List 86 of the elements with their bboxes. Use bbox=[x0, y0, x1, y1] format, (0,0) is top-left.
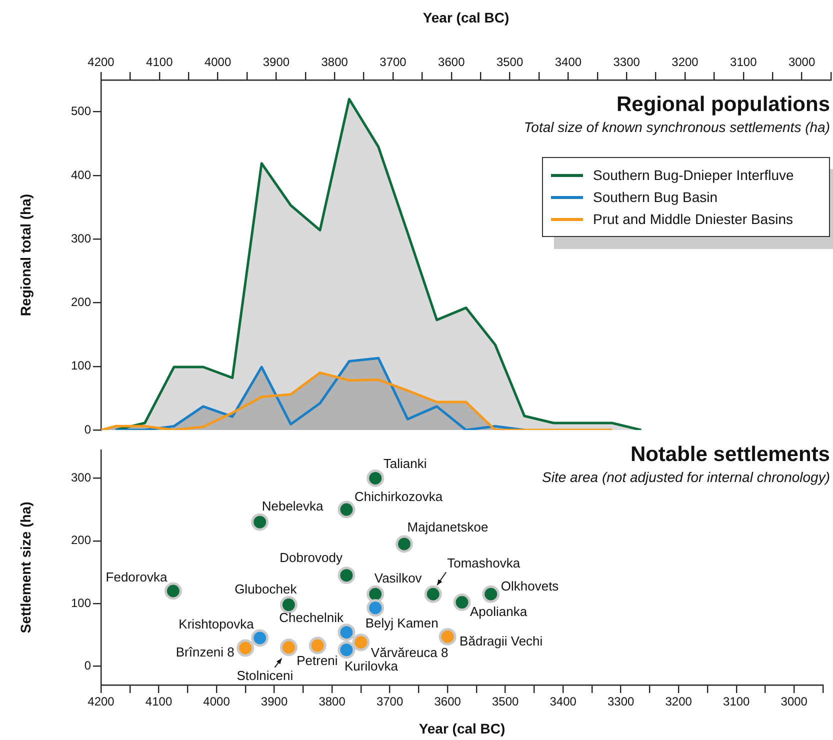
x-tick-label: 3400 bbox=[550, 694, 577, 709]
x-tick-label: 3800 bbox=[321, 55, 348, 70]
point bbox=[280, 638, 298, 656]
point bbox=[338, 624, 356, 642]
y-tick-label: 100 bbox=[70, 358, 92, 373]
x-axis-title: Year (cal BC) bbox=[418, 720, 506, 736]
annotation: Belyj Kamen bbox=[365, 616, 438, 630]
point bbox=[338, 641, 356, 659]
x-tick-label: 3700 bbox=[376, 694, 404, 709]
annotation: Fedorovka bbox=[106, 570, 168, 585]
x-tick-label: 3800 bbox=[318, 694, 346, 709]
text: Regional populations bbox=[616, 92, 830, 118]
y-tick-label: 400 bbox=[70, 168, 92, 182]
text: Site area (not adjusted for internal chronology) bbox=[542, 468, 830, 486]
y-tick-label: 300 bbox=[70, 470, 92, 485]
x-tick-label: 3500 bbox=[496, 55, 524, 70]
annotation: Chichirkozovka bbox=[354, 489, 444, 504]
point bbox=[438, 628, 456, 646]
x-tick-label: 3200 bbox=[665, 694, 692, 709]
x-tick-label: 3100 bbox=[730, 55, 758, 70]
x-tick-label: 3300 bbox=[613, 55, 640, 70]
x-tick-label: 3900 bbox=[260, 694, 288, 709]
point bbox=[366, 469, 384, 487]
point bbox=[164, 582, 182, 600]
point bbox=[366, 599, 384, 617]
y-axis-title: Regional total (ha) bbox=[17, 194, 34, 316]
point bbox=[424, 585, 442, 603]
x-tick-label: 3400 bbox=[554, 55, 582, 70]
point bbox=[338, 500, 356, 518]
point bbox=[308, 636, 326, 654]
annotation: Tomashovka bbox=[447, 556, 521, 571]
x-tick-label: 3200 bbox=[672, 55, 699, 70]
annotation: Vasilkov bbox=[374, 570, 422, 586]
y-tick-label: 0 bbox=[84, 422, 92, 436]
x-tick-label: 3600 bbox=[438, 55, 466, 70]
point bbox=[366, 585, 384, 603]
legend-label: Southern Bug Basin bbox=[593, 189, 718, 205]
x-tick-label: 4200 bbox=[88, 694, 115, 709]
annotation: Bădragii Vechi bbox=[460, 633, 543, 648]
y-axis-title: Settlement size (ha) bbox=[17, 502, 34, 634]
y-tick-label: 200 bbox=[70, 295, 92, 310]
y-tick-label: 200 bbox=[70, 533, 92, 548]
x-tick-label: 4000 bbox=[203, 694, 230, 709]
point bbox=[395, 535, 413, 553]
point bbox=[280, 596, 298, 614]
annotation: Talianki bbox=[383, 456, 427, 471]
annotation: Majdanetskoe bbox=[407, 520, 488, 535]
y-tick-label: 300 bbox=[70, 231, 92, 246]
point bbox=[251, 513, 269, 531]
x-tick-label: 4200 bbox=[88, 55, 115, 70]
annotation: Petreni bbox=[296, 653, 338, 668]
annotation: Chechelnik bbox=[279, 610, 344, 625]
text: Total size of known synchronous settlements (ha) bbox=[524, 118, 830, 136]
point bbox=[236, 639, 254, 657]
x-tick-label: 3600 bbox=[434, 694, 462, 709]
point bbox=[338, 566, 356, 584]
point bbox=[453, 594, 471, 612]
x-axis-title: Year (cal BC) bbox=[422, 9, 510, 26]
point bbox=[352, 634, 370, 652]
x-tick-label: 4000 bbox=[204, 55, 232, 70]
y-tick-label: 500 bbox=[70, 104, 92, 118]
annotation: Vărvăreuca 8 bbox=[370, 644, 448, 660]
legend-label: Southern Bug-Dnieper Interfluve bbox=[593, 167, 794, 183]
x-tick-label: 4100 bbox=[146, 55, 174, 70]
annotation: Dobrovody bbox=[280, 550, 343, 565]
x-tick-label: 3300 bbox=[607, 694, 635, 709]
x-tick-label: 3700 bbox=[380, 55, 407, 70]
x-tick-label: 3500 bbox=[492, 694, 519, 709]
annotation: Krishtopovka bbox=[178, 616, 255, 632]
annotation: Nebelevka bbox=[262, 498, 324, 514]
y-tick-label: 0 bbox=[84, 658, 92, 673]
x-tick-label: 3900 bbox=[262, 55, 290, 70]
chart-title: Notable settlements bbox=[629, 442, 830, 468]
x-tick-label: 3000 bbox=[788, 55, 816, 70]
x-tick-label: 3100 bbox=[723, 694, 750, 709]
legend-label: Prut and Middle Dniester Basins bbox=[593, 211, 793, 227]
annotation: Brînzeni 8 bbox=[176, 644, 234, 660]
x-tick-label: 3000 bbox=[780, 694, 808, 709]
annotation: Olkhovets bbox=[500, 578, 560, 594]
x-tick-label: 4100 bbox=[145, 694, 172, 709]
annotation: Stolniceni bbox=[236, 668, 294, 683]
annotation: Apolianka bbox=[470, 604, 528, 619]
annotation: Kurilovka bbox=[344, 658, 399, 674]
annotation: Glubochek bbox=[234, 581, 298, 596]
point bbox=[482, 585, 500, 603]
y-tick-label: 100 bbox=[70, 596, 92, 610]
